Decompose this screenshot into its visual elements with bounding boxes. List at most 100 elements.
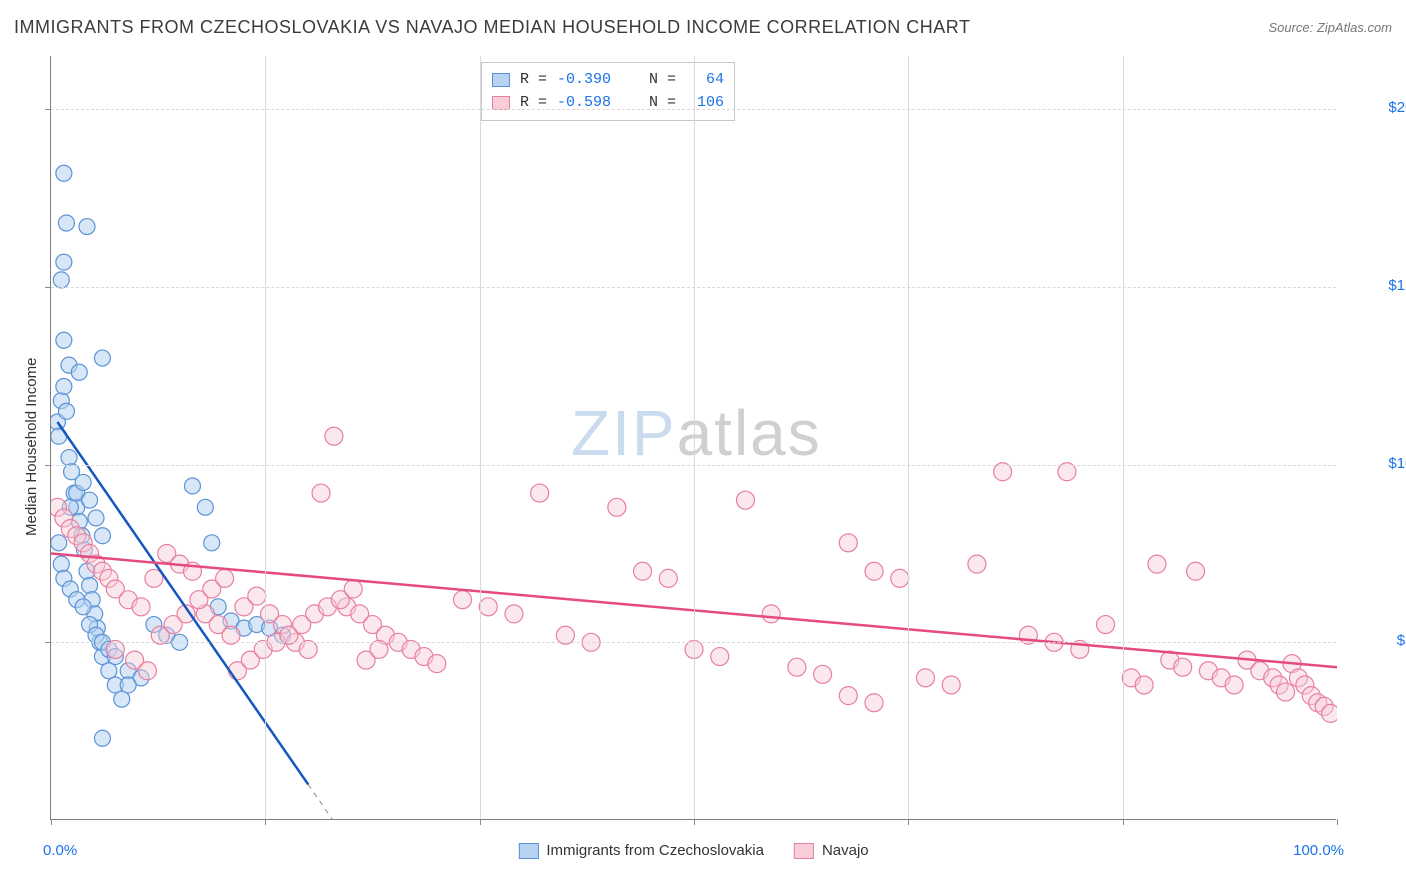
data-point-czech	[56, 570, 72, 586]
data-point-navajo	[203, 580, 221, 598]
data-point-czech	[51, 535, 67, 551]
stats-n-value-czech: 64	[686, 69, 724, 92]
data-point-navajo	[865, 694, 883, 712]
data-point-navajo	[1097, 616, 1115, 634]
gridline-vertical	[908, 56, 909, 819]
data-point-czech	[82, 617, 98, 633]
stats-legend-box: R =-0.390 N =64R =-0.598 N =106	[481, 62, 735, 121]
data-point-navajo	[1238, 651, 1256, 669]
watermark-zip: ZIP	[571, 397, 677, 469]
data-point-czech	[51, 428, 67, 444]
data-point-navajo	[415, 648, 433, 666]
data-point-czech	[53, 393, 69, 409]
data-point-czech	[184, 478, 200, 494]
data-point-navajo	[138, 662, 156, 680]
stats-r-label: R =	[520, 69, 547, 92]
data-point-navajo	[261, 605, 279, 623]
data-point-czech	[58, 403, 74, 419]
data-point-czech	[120, 677, 136, 693]
data-point-czech	[69, 499, 85, 515]
data-point-czech	[197, 499, 213, 515]
data-point-navajo	[325, 427, 343, 445]
data-point-navajo	[55, 509, 73, 527]
stats-r-label: R =	[520, 92, 547, 115]
data-point-navajo	[1161, 651, 1179, 669]
data-point-navajo	[145, 569, 163, 587]
data-point-czech	[107, 649, 123, 665]
data-point-czech	[71, 364, 87, 380]
data-point-czech	[262, 620, 278, 636]
watermark-atlas: atlas	[677, 397, 822, 469]
data-point-navajo	[235, 598, 253, 616]
data-point-czech	[120, 663, 136, 679]
data-point-navajo	[357, 651, 375, 669]
x-axis-max-label: 100.0%	[1293, 842, 1344, 859]
data-point-czech	[94, 649, 110, 665]
data-point-navajo	[106, 580, 124, 598]
data-point-navajo	[338, 598, 356, 616]
data-point-czech	[94, 350, 110, 366]
data-point-navajo	[81, 544, 99, 562]
data-point-navajo	[1283, 655, 1301, 673]
data-point-czech	[56, 332, 72, 348]
data-point-czech	[75, 474, 91, 490]
watermark: ZIPatlas	[571, 396, 822, 470]
data-point-navajo	[762, 605, 780, 623]
data-point-navajo	[531, 484, 549, 502]
data-point-navajo	[164, 616, 182, 634]
data-point-navajo	[1322, 704, 1337, 722]
data-point-navajo	[190, 591, 208, 609]
data-point-navajo	[68, 527, 86, 545]
data-point-navajo	[1315, 697, 1333, 715]
stats-swatch-czech	[492, 73, 510, 87]
data-point-navajo	[428, 655, 446, 673]
data-point-navajo	[241, 651, 259, 669]
data-point-navajo	[634, 562, 652, 580]
data-point-czech	[87, 606, 103, 622]
data-point-czech	[210, 599, 226, 615]
data-point-czech	[76, 542, 92, 558]
legend-label-navajo: Navajo	[822, 842, 869, 859]
data-point-czech	[88, 510, 104, 526]
data-point-czech	[274, 627, 290, 643]
data-point-czech	[69, 485, 85, 501]
data-point-navajo	[87, 555, 105, 573]
data-point-navajo	[351, 605, 369, 623]
data-point-czech	[94, 730, 110, 746]
data-point-navajo	[1296, 676, 1314, 694]
x-tick	[265, 819, 266, 825]
data-point-navajo	[711, 648, 729, 666]
data-point-navajo	[942, 676, 960, 694]
data-point-navajo	[1302, 687, 1320, 705]
data-point-czech	[249, 617, 265, 633]
x-tick	[694, 819, 695, 825]
data-point-navajo	[1289, 669, 1307, 687]
trend-line-extension-czech	[308, 784, 437, 820]
data-point-navajo	[1225, 676, 1243, 694]
data-point-czech	[84, 592, 100, 608]
data-point-navajo	[228, 662, 246, 680]
plot-area: ZIPatlas R =-0.390 N =64R =-0.598 N =106…	[50, 56, 1336, 820]
data-point-navajo	[216, 569, 234, 587]
data-point-navajo	[968, 555, 986, 573]
data-point-navajo	[1199, 662, 1217, 680]
data-point-navajo	[93, 562, 111, 580]
data-point-czech	[79, 219, 95, 235]
data-point-navajo	[1277, 683, 1295, 701]
data-point-navajo	[364, 616, 382, 634]
data-point-navajo	[865, 562, 883, 580]
data-point-navajo	[100, 569, 118, 587]
data-point-czech	[89, 620, 105, 636]
bottom-legend: Immigrants from CzechoslovakiaNavajo	[518, 842, 868, 859]
stats-r-value-navajo: -0.598	[557, 92, 611, 115]
data-point-czech	[79, 563, 95, 579]
data-point-czech	[114, 691, 130, 707]
gridline-vertical	[480, 56, 481, 819]
chart-container: IMMIGRANTS FROM CZECHOSLOVAKIA VS NAVAJO…	[0, 0, 1406, 892]
data-point-czech	[133, 670, 149, 686]
source-attribution: Source: ZipAtlas.com	[1268, 20, 1392, 35]
x-tick	[480, 819, 481, 825]
data-point-navajo	[814, 665, 832, 683]
data-point-czech	[56, 165, 72, 181]
data-point-navajo	[248, 587, 266, 605]
